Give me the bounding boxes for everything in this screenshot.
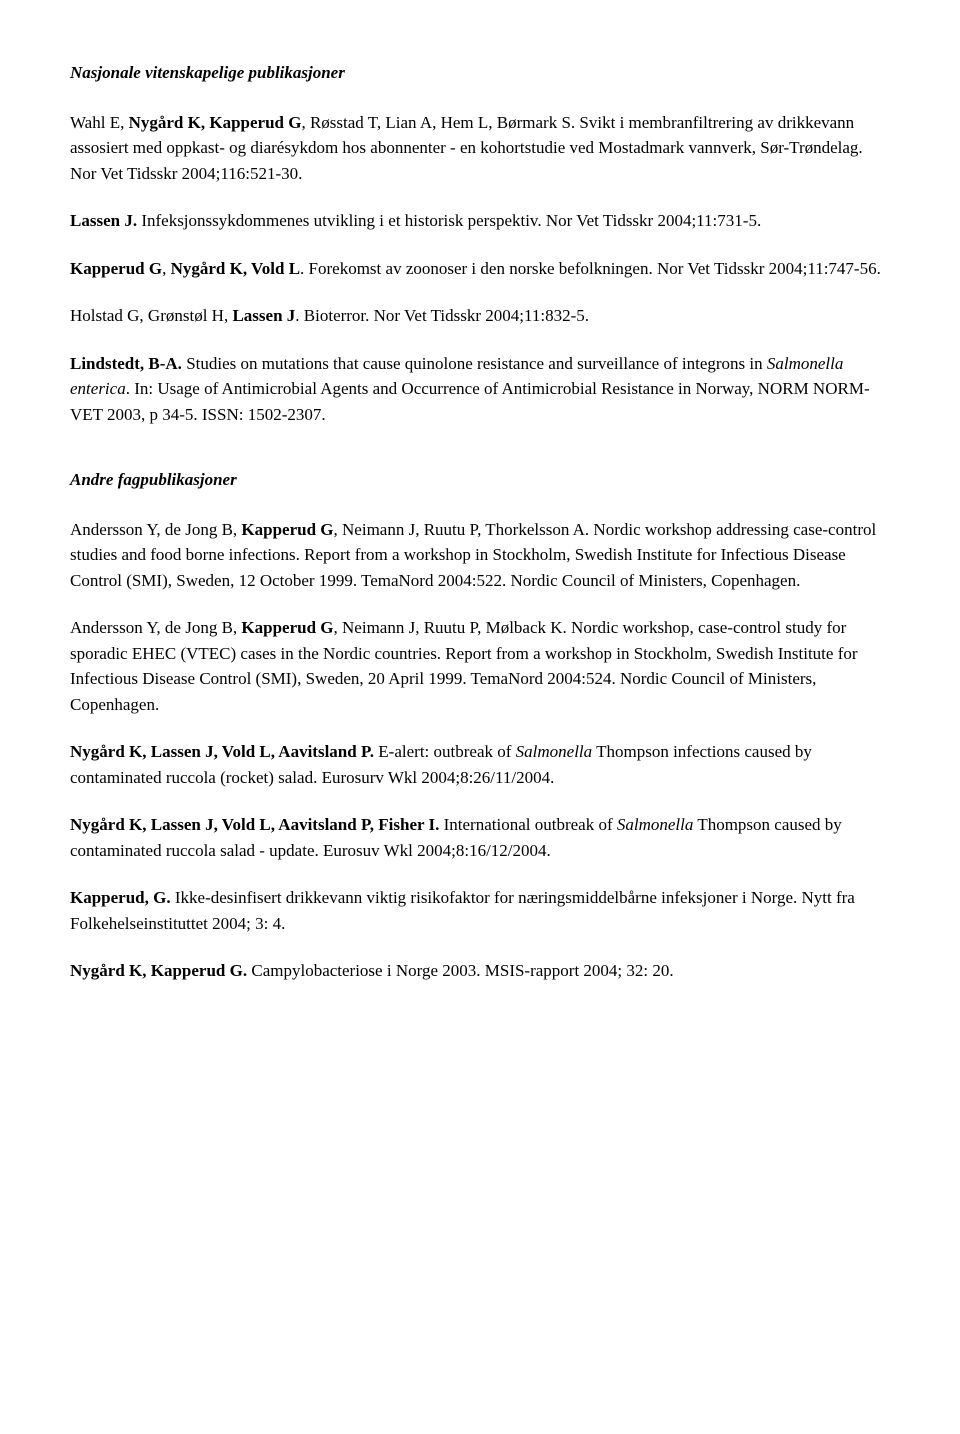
text: International outbreak of <box>439 815 617 834</box>
publication-entry: Kapperud, G. Ikke-desinfisert drikkevann… <box>70 885 890 936</box>
publication-entry: Lindstedt, B-A. Studies on mutations tha… <box>70 351 890 428</box>
publication-entry: Lassen J. Infeksjonssykdommenes utviklin… <box>70 208 890 234</box>
publication-entry: Kapperud G, Nygård K, Vold L. Forekomst … <box>70 256 890 282</box>
section-heading-national: Nasjonale vitenskapelige publikasjoner <box>70 60 890 86</box>
text: Campylobacteriose i Norge 2003. MSIS-rap… <box>247 961 674 980</box>
text: Holstad G, Grønstøl H, <box>70 306 232 325</box>
author-bold: Kapperud G <box>241 520 333 539</box>
author-bold: Nygård K, Lassen J, Vold L, Aavitsland P… <box>70 815 439 834</box>
text: E-alert: outbreak of <box>374 742 516 761</box>
text: Ikke-desinfisert drikkevann viktig risik… <box>70 888 855 933</box>
text: Andersson Y, de Jong B, <box>70 520 241 539</box>
author-bold: Kapperud G <box>70 259 162 278</box>
text: . Bioterror. Nor Vet Tidsskr 2004;11:832… <box>295 306 589 325</box>
text: . In: Usage of Antimicrobial Agents and … <box>70 379 870 424</box>
publication-entry: Wahl E, Nygård K, Kapperud G, Røsstad T,… <box>70 110 890 187</box>
species-italic: Salmonella <box>617 815 694 834</box>
publication-entry: Nygård K, Kapperud G. Campylobacteriose … <box>70 958 890 984</box>
publication-entry: Andersson Y, de Jong B, Kapperud G, Neim… <box>70 615 890 717</box>
author-bold: Nygård K, Lassen J, Vold L, Aavitsland P… <box>70 742 374 761</box>
author-bold: Nygård K, Vold L <box>171 259 300 278</box>
species-italic: Salmonella <box>516 742 593 761</box>
author-bold: Lassen J. <box>70 211 137 230</box>
author-bold: Lassen J <box>232 306 295 325</box>
text: Andersson Y, de Jong B, <box>70 618 241 637</box>
author-bold: Nygård K, Kapperud G <box>129 113 302 132</box>
publication-entry: Holstad G, Grønstøl H, Lassen J. Bioterr… <box>70 303 890 329</box>
section-heading-other: Andre fagpublikasjoner <box>70 467 890 493</box>
author-bold: Kapperud, G. <box>70 888 171 907</box>
text: . Forekomst av zoonoser i den norske bef… <box>300 259 881 278</box>
publication-entry: Nygård K, Lassen J, Vold L, Aavitsland P… <box>70 739 890 790</box>
publication-entry: Nygård K, Lassen J, Vold L, Aavitsland P… <box>70 812 890 863</box>
text: Studies on mutations that cause quinolon… <box>182 354 767 373</box>
text: Wahl E, <box>70 113 129 132</box>
author-bold: Nygård K, Kapperud G. <box>70 961 247 980</box>
text: Infeksjonssykdommenes utvikling i et his… <box>137 211 761 230</box>
publication-entry: Andersson Y, de Jong B, Kapperud G, Neim… <box>70 517 890 594</box>
text: , <box>162 259 171 278</box>
author-bold: Lindstedt, B-A. <box>70 354 182 373</box>
author-bold: Kapperud G <box>241 618 333 637</box>
